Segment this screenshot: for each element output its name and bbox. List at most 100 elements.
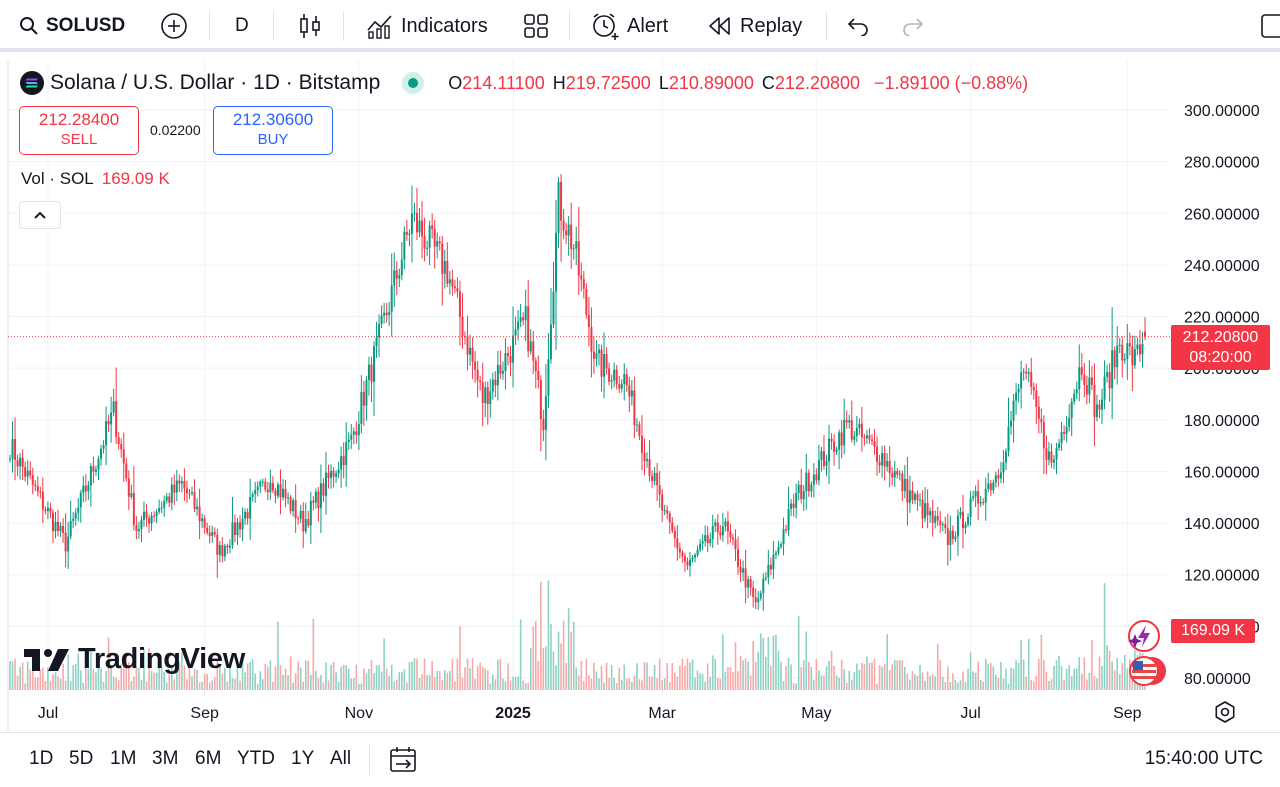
volume-bar bbox=[64, 680, 67, 690]
candle-body bbox=[812, 474, 815, 485]
buy-button[interactable]: 212.30600 BUY bbox=[213, 106, 333, 155]
volume-bar bbox=[34, 677, 37, 690]
volume-bar bbox=[315, 670, 317, 690]
range-6m[interactable]: 6M bbox=[195, 748, 222, 769]
candle-body bbox=[423, 236, 426, 249]
collapse-legend-button[interactable] bbox=[19, 201, 61, 229]
candle-body bbox=[1108, 372, 1111, 389]
candle-body bbox=[1017, 388, 1020, 393]
candle-body bbox=[276, 484, 279, 496]
candle-body bbox=[299, 510, 302, 519]
range-5d[interactable]: 5D bbox=[69, 748, 94, 769]
volume-bar bbox=[95, 672, 97, 690]
indicators-button[interactable]: Indicators bbox=[366, 0, 488, 52]
redo-button[interactable] bbox=[901, 0, 925, 52]
toolbar-divider bbox=[826, 11, 827, 41]
undo-button[interactable] bbox=[846, 0, 870, 52]
range-3m[interactable]: 3M bbox=[152, 748, 179, 769]
price-chart[interactable]: 300.00000 280.00000 260.00000 240.00000 220.… bbox=[0, 0, 1280, 732]
range-1m[interactable]: 1M bbox=[110, 748, 137, 769]
candle-body bbox=[605, 354, 608, 369]
candle-body bbox=[585, 288, 588, 315]
candle-body bbox=[117, 437, 120, 444]
candle-body bbox=[805, 472, 808, 492]
candle-body bbox=[274, 490, 277, 496]
market-status-indicator[interactable] bbox=[402, 72, 425, 94]
volume-bar bbox=[674, 672, 676, 690]
market-region-button[interactable] bbox=[1128, 655, 1168, 687]
candle-body bbox=[635, 424, 638, 426]
volume-legend[interactable]: Vol · SOL 169.09 K bbox=[21, 169, 170, 189]
volume-bar bbox=[145, 681, 148, 690]
chart-type-button[interactable] bbox=[298, 0, 322, 52]
candle-body bbox=[201, 518, 204, 522]
replay-button[interactable]: Replay bbox=[707, 0, 802, 52]
interval-button[interactable]: D bbox=[235, 0, 249, 52]
candle-body bbox=[211, 531, 214, 536]
volume-bar bbox=[254, 673, 257, 690]
volume-bar bbox=[550, 623, 552, 690]
candle-body bbox=[1010, 420, 1013, 427]
goto-date-button[interactable] bbox=[388, 745, 418, 775]
volume-bar bbox=[148, 648, 150, 690]
symbol-title[interactable]: Solana / U.S. Dollar · 1D · Bitstamp bbox=[50, 71, 381, 94]
volume-bar bbox=[679, 665, 681, 690]
volume-bar bbox=[236, 658, 239, 690]
chart-settings-button[interactable] bbox=[1213, 700, 1237, 724]
volume-bar bbox=[170, 665, 173, 690]
symbol-search-button[interactable]: SOLUSD bbox=[19, 0, 125, 52]
utc-clock[interactable]: 15:40:00 UTC bbox=[1144, 748, 1263, 769]
candle-body bbox=[764, 577, 767, 579]
candle-body bbox=[661, 494, 664, 511]
volume-bar bbox=[1005, 668, 1007, 690]
candle-body bbox=[9, 458, 11, 460]
candle-body bbox=[640, 435, 643, 453]
volume-bar bbox=[863, 663, 866, 690]
tradingview-watermark[interactable]: TradingView bbox=[24, 643, 245, 676]
logo-text: TradingView bbox=[78, 643, 245, 675]
alert-button[interactable]: Alert bbox=[590, 0, 668, 52]
last-price-label[interactable]: 212.20800 08:20:00 bbox=[1171, 325, 1270, 370]
candle-body bbox=[327, 472, 330, 479]
volume-bar bbox=[421, 674, 423, 690]
volume-bar bbox=[423, 658, 426, 690]
candle-body bbox=[337, 469, 340, 474]
candle-body bbox=[312, 500, 315, 503]
candle-body bbox=[946, 528, 949, 546]
candle-body bbox=[1025, 371, 1028, 374]
time-axis[interactable]: Jul Sep Nov 2025 Mar May Jul Sep bbox=[38, 705, 1142, 722]
sell-button[interactable]: 212.28400 SELL bbox=[19, 106, 139, 155]
volume-bar bbox=[312, 618, 315, 690]
volume-bar bbox=[990, 662, 992, 690]
volume-bar bbox=[87, 669, 90, 690]
volume-bar bbox=[625, 678, 628, 690]
layouts-button[interactable] bbox=[523, 0, 549, 52]
candle-body bbox=[994, 475, 997, 483]
range-1d[interactable]: 1D bbox=[29, 748, 54, 769]
range-all[interactable]: All bbox=[330, 748, 352, 769]
candle-body bbox=[385, 312, 388, 316]
volume-bar bbox=[289, 656, 292, 690]
volume-bar bbox=[984, 658, 987, 690]
candle-body bbox=[178, 480, 181, 484]
ai-assistant-button[interactable] bbox=[1127, 619, 1161, 653]
candle-body bbox=[898, 473, 901, 475]
volume-bar bbox=[21, 662, 24, 690]
fullscreen-button[interactable] bbox=[1260, 0, 1280, 52]
volume-bar bbox=[385, 668, 388, 690]
volume-bar bbox=[977, 661, 979, 690]
chevron-up-icon bbox=[34, 211, 46, 219]
candle-body bbox=[549, 324, 552, 360]
range-ytd[interactable]: YTD bbox=[237, 748, 275, 769]
volume-bar bbox=[648, 676, 651, 690]
candle-body bbox=[595, 353, 598, 359]
candle-body bbox=[1050, 451, 1053, 463]
candle-body bbox=[974, 491, 977, 497]
toolbar-divider bbox=[569, 11, 570, 41]
volume-bar bbox=[747, 661, 749, 690]
compare-symbol-button[interactable] bbox=[160, 0, 188, 52]
volume-bar bbox=[340, 666, 342, 690]
range-1y[interactable]: 1Y bbox=[291, 748, 315, 769]
candle-body bbox=[46, 507, 49, 511]
candle-body bbox=[426, 247, 429, 249]
